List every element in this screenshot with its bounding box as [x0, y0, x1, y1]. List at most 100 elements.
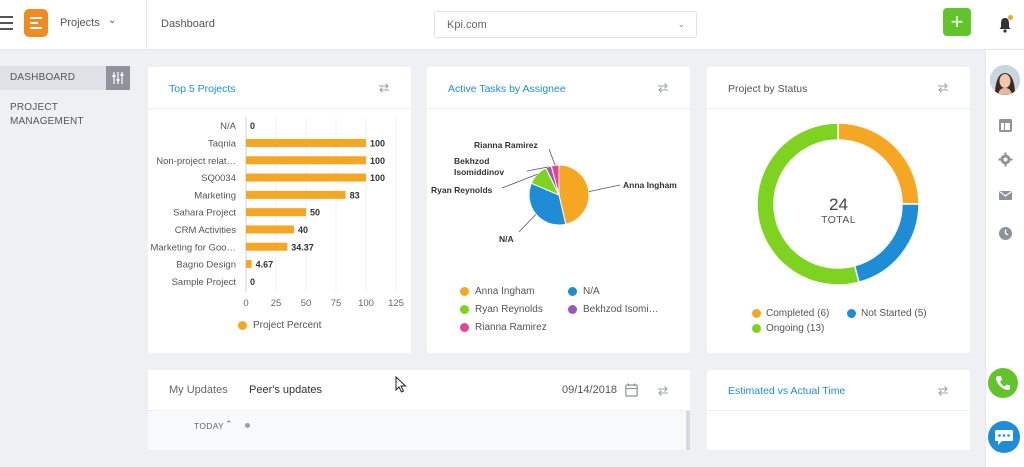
refresh-icon[interactable]	[377, 82, 391, 94]
pie-slice[interactable]	[528, 182, 567, 226]
legend-label[interactable]: N/A	[583, 286, 600, 297]
site-selector[interactable]: Kpi.com ⌄	[434, 11, 697, 38]
tab-my-updates[interactable]: My Updates	[169, 384, 228, 396]
date-field[interactable]: 09/14/2018	[562, 384, 618, 396]
card-title: Active Tasks by Assignee	[448, 83, 566, 95]
legend-label[interactable]: Completed (6)	[766, 308, 830, 319]
tab-peers-updates[interactable]: Peer's updates	[249, 384, 323, 396]
bar-data-label: 100	[370, 138, 385, 148]
legend-label[interactable]: Anna Ingham	[475, 286, 535, 297]
legend-label[interactable]: Rianna Ramirez	[475, 322, 547, 333]
project-percent-chart: 0 25 50 75 100 125 N/A 0 Taqnia 100 Non-project re…	[150, 117, 404, 309]
legend-label[interactable]: Project Percent	[253, 320, 322, 331]
bar-data-label: 50	[310, 208, 320, 218]
bar[interactable]	[246, 190, 346, 199]
x-tick-label: 100	[358, 298, 374, 309]
chat-button[interactable]	[988, 421, 1020, 453]
refresh-icon[interactable]	[936, 385, 950, 397]
bar-data-label: 40	[298, 225, 308, 235]
filter-icon[interactable]	[106, 66, 130, 90]
project-selector[interactable]: Projects	[60, 17, 100, 29]
mouse-cursor-icon	[395, 376, 407, 393]
app-logo[interactable]	[24, 9, 48, 37]
chevron-up-icon[interactable]: ⌃	[225, 419, 233, 429]
pie-slice[interactable]	[550, 164, 560, 196]
top-projects-card: Top 5 Projects 0 25 50 75 100 125 N/A 0 Taqnia 10…	[148, 67, 411, 353]
chevron-down-icon[interactable]: ⌄	[108, 15, 117, 26]
active-tasks-card: Active Tasks by Assignee Anna Ingham N/A R…	[427, 67, 690, 353]
x-tick-label: 125	[388, 298, 404, 309]
slice-label: Rianna Ramirez	[474, 140, 538, 150]
phone-button[interactable]	[988, 368, 1018, 398]
x-tick-label: 0	[243, 298, 248, 309]
refresh-icon[interactable]	[656, 82, 670, 94]
legend-marker	[752, 324, 761, 333]
card-header: Top 5 Projects	[148, 67, 411, 109]
chevron-down-icon: ⌄	[677, 19, 685, 29]
leader-line	[588, 184, 621, 192]
calendar-icon[interactable]	[625, 383, 638, 397]
timeline-dot	[245, 423, 250, 428]
bar[interactable]	[246, 225, 294, 234]
legend-label[interactable]: Bekhzod Isomi…	[583, 304, 659, 315]
donut-total-label: TOTAL	[821, 214, 856, 226]
refresh-icon[interactable]	[936, 82, 950, 94]
legend-marker	[238, 321, 247, 330]
y-tick-label: N/A	[220, 121, 237, 132]
donut-total-value: 24	[829, 195, 848, 214]
updates-header	[148, 370, 690, 411]
add-button[interactable]: +	[943, 8, 971, 36]
legend-marker	[568, 305, 577, 314]
bar[interactable]	[246, 138, 366, 147]
sidebar-item-project-management[interactable]: PROJECT MANAGEMENT	[10, 102, 84, 127]
slice-label: Bekhzod	[454, 156, 489, 166]
gear-icon[interactable]	[998, 152, 1013, 167]
legend-marker	[460, 287, 469, 296]
clock-icon[interactable]	[998, 226, 1013, 241]
menu-icon[interactable]	[0, 16, 13, 30]
sidebar-item-dashboard[interactable]: DASHBOARD	[0, 66, 130, 90]
leader-line	[501, 173, 538, 189]
right-rail	[985, 50, 1024, 467]
x-tick-label: 50	[301, 298, 312, 309]
bar-data-label: 100	[370, 173, 385, 183]
bar[interactable]	[246, 208, 306, 217]
y-tick-label: Non-project relat…	[156, 156, 236, 167]
updates-card: My Updates Peer's updates 09/14/2018 TOD…	[148, 370, 690, 450]
card-header: Active Tasks by Assignee	[427, 67, 690, 109]
y-tick-label: Sahara Project	[173, 208, 236, 219]
today-label[interactable]: TODAY	[194, 421, 224, 431]
bar[interactable]	[246, 173, 366, 182]
bell-icon[interactable]	[996, 16, 1014, 34]
legend-label[interactable]: Ryan Reynolds	[475, 304, 543, 315]
card-title: Top 5 Projects	[169, 83, 236, 95]
assignee-pie-chart: Anna Ingham N/A Ryan Reynolds BekhzodIsomid…	[431, 140, 677, 244]
layout-icon[interactable]	[998, 118, 1013, 133]
legend-marker	[847, 309, 856, 318]
donut-slice[interactable]	[837, 122, 920, 205]
bar[interactable]	[246, 156, 366, 165]
avatar[interactable]	[990, 65, 1020, 95]
bar-data-label: 83	[350, 190, 360, 200]
bar[interactable]	[246, 242, 288, 251]
bar-data-label: 100	[370, 156, 385, 166]
mail-icon[interactable]	[998, 188, 1013, 203]
legend-marker	[568, 287, 577, 296]
y-tick-label: Marketing	[194, 190, 236, 201]
bar-data-label: 34.37	[291, 242, 314, 252]
notification-dot	[1008, 15, 1013, 20]
legend-marker	[752, 309, 761, 318]
pie-slice[interactable]	[558, 164, 590, 225]
y-tick-label: CRM Activities	[175, 225, 236, 236]
refresh-icon[interactable]	[656, 385, 670, 397]
leader-line	[518, 213, 537, 233]
legend-label[interactable]: Ongoing (13)	[766, 323, 825, 334]
chat-icon	[995, 430, 1013, 445]
donut-slice[interactable]	[756, 122, 860, 286]
legend-label[interactable]: Not Started (5)	[861, 308, 927, 319]
bar[interactable]	[246, 260, 252, 269]
status-donut-chart	[756, 122, 920, 286]
project-status-card: Project by Status 24 TOTAL Completed (6)…	[707, 67, 970, 353]
scrollbar[interactable]	[686, 411, 690, 450]
phone-icon	[996, 376, 1010, 390]
